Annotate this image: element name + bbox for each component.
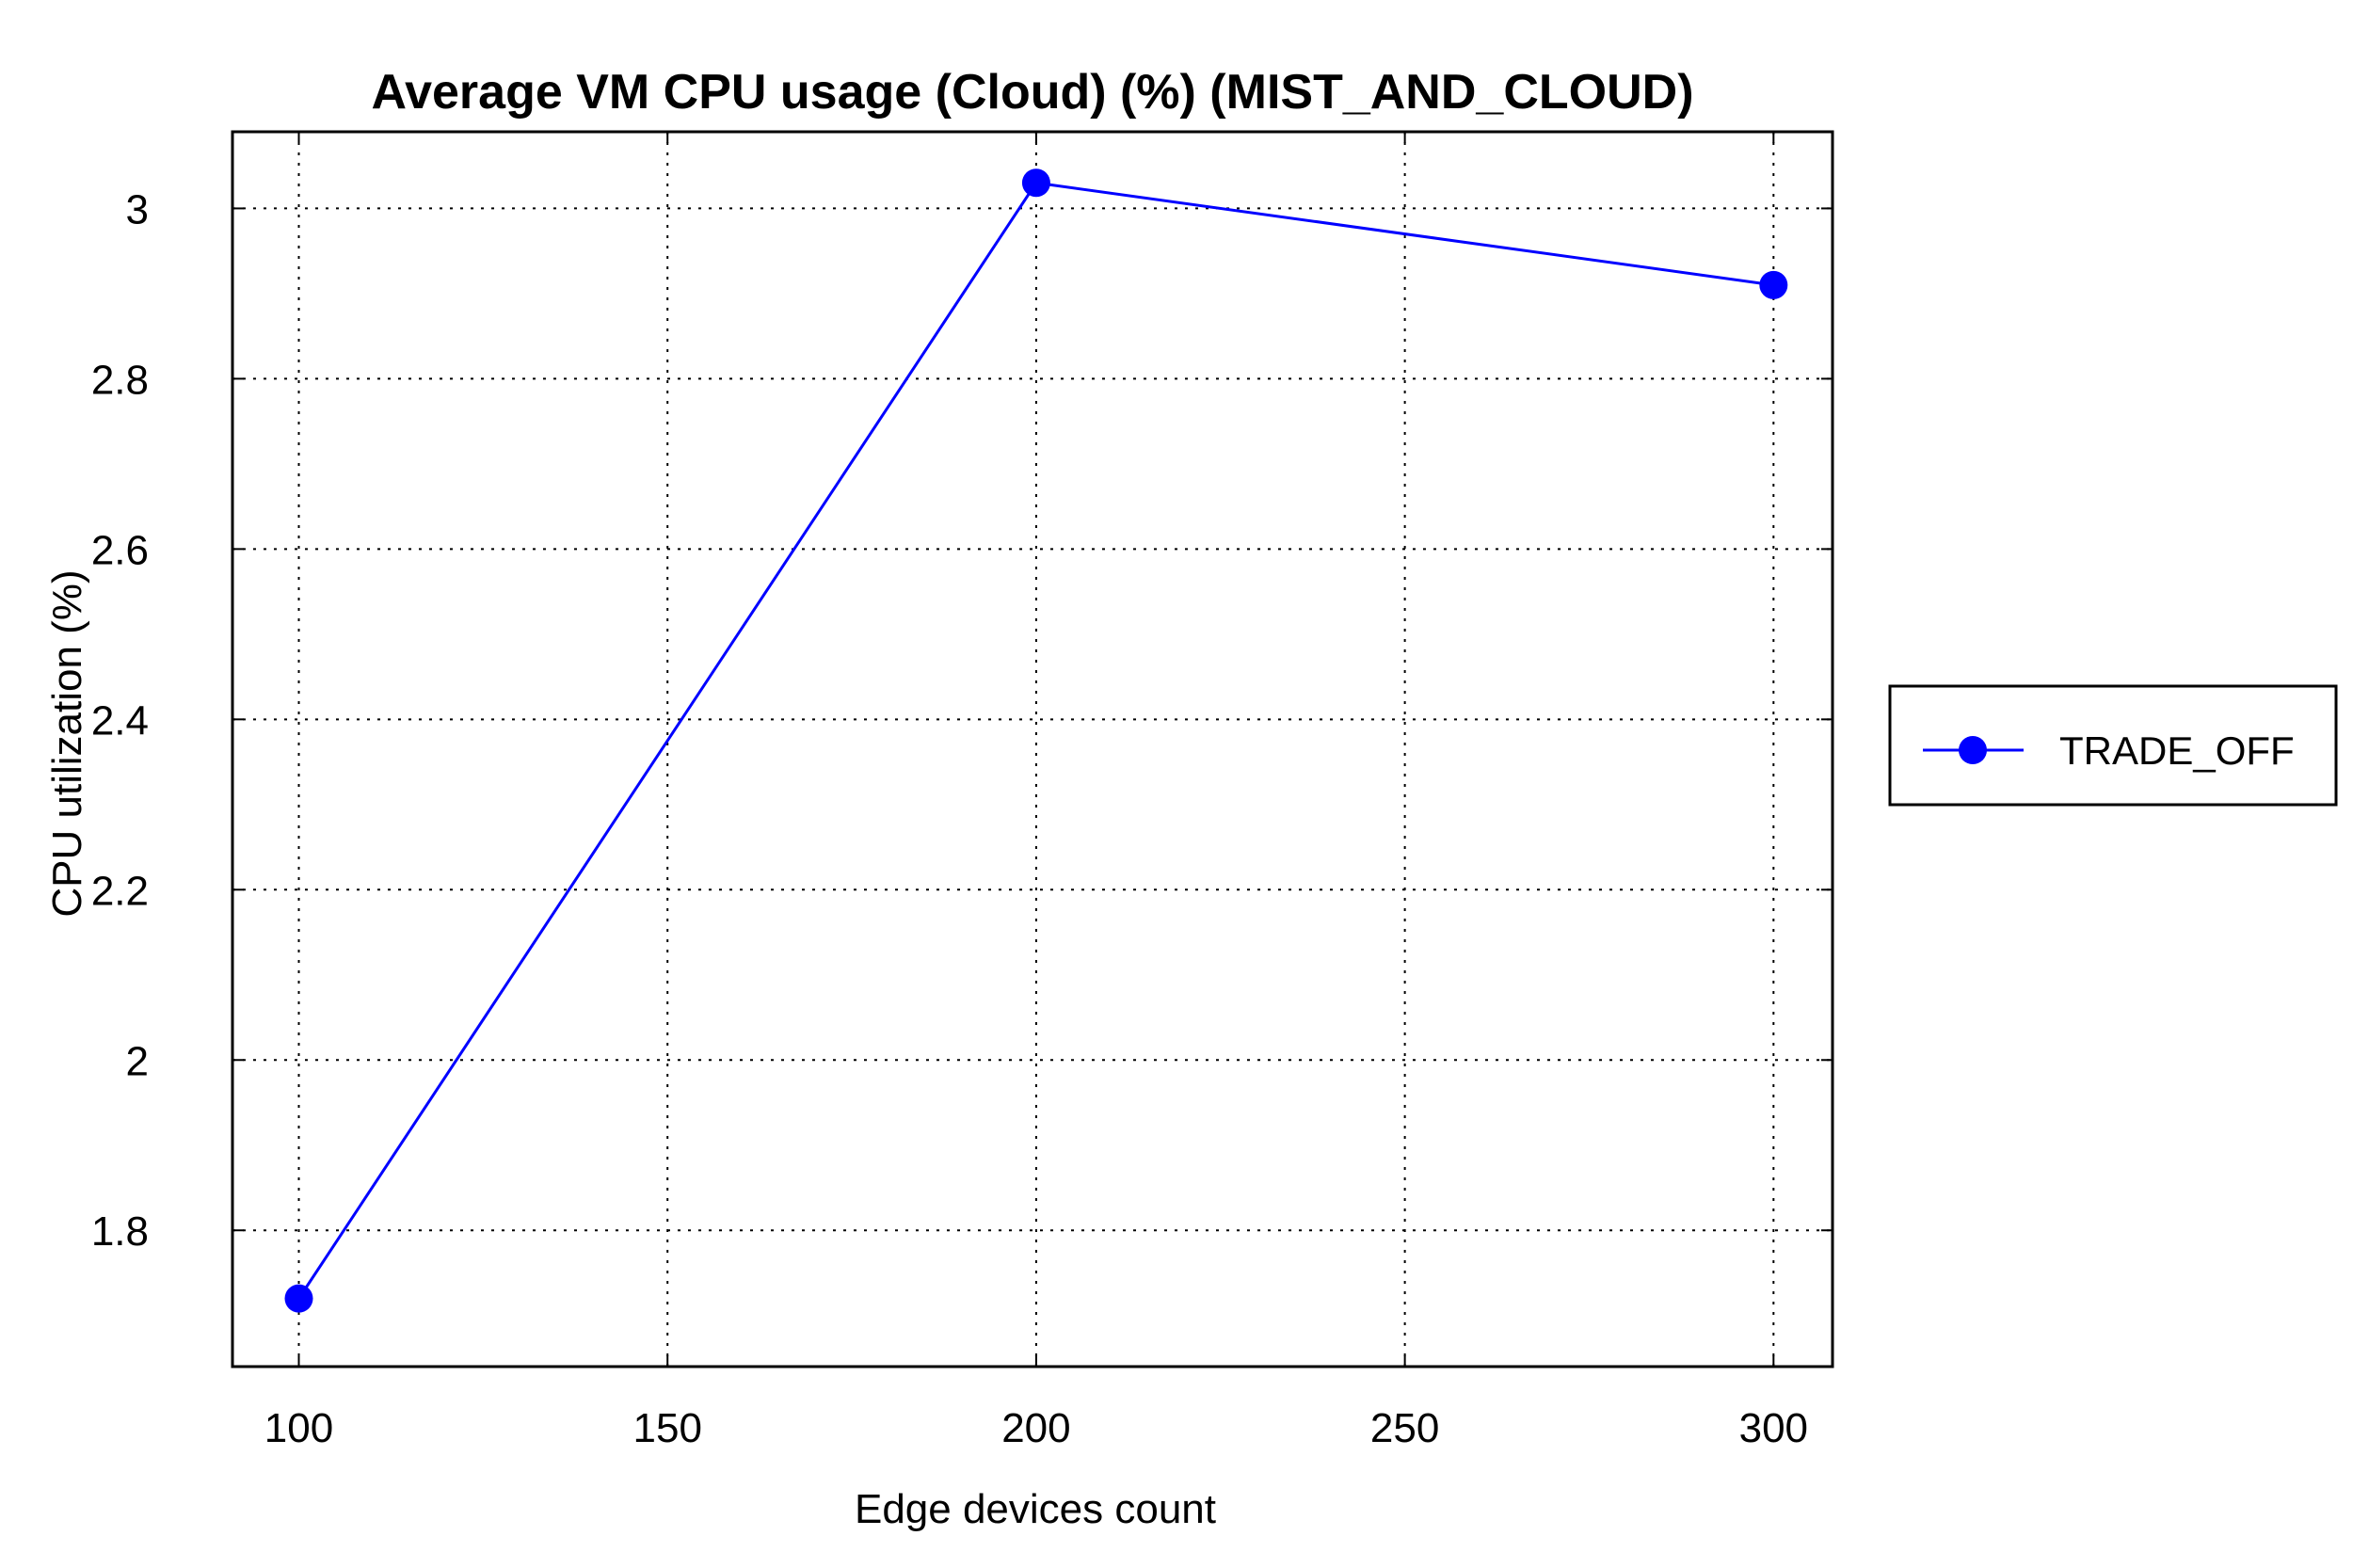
x-tick-label: 300 <box>1739 1405 1808 1451</box>
y-tick-label: 2.8 <box>91 357 149 403</box>
legend-marker <box>1959 736 1987 764</box>
x-axis-label: Edge devices count <box>855 1486 1216 1532</box>
y-tick-label: 1.8 <box>91 1208 149 1255</box>
grid <box>232 132 1833 1367</box>
chart-title: Average VM CPU usage (Cloud) (%) (MIST_A… <box>371 65 1693 120</box>
legend-label: TRADE_OFF <box>2059 728 2295 773</box>
y-tick-label: 2.4 <box>91 697 149 744</box>
legend: TRADE_OFF <box>1888 684 2338 807</box>
data-point <box>1759 270 1788 299</box>
y-tick-label: 2 <box>126 1038 149 1084</box>
x-tick-label: 100 <box>264 1405 333 1451</box>
x-tick-label: 150 <box>633 1405 702 1451</box>
x-tick-label: 250 <box>1370 1405 1439 1451</box>
y-tick-label: 3 <box>126 186 149 232</box>
series-layer <box>284 168 1788 1313</box>
data-point <box>1021 168 1050 198</box>
x-tick-label: 200 <box>1001 1405 1070 1451</box>
y-tick-label: 2.6 <box>91 527 149 573</box>
y-tick-label: 2.2 <box>91 868 149 914</box>
axis-ticks: 100 150 200 250 300 1.8 2 2.2 2.4 2.6 2.8 3 <box>91 132 1833 1451</box>
data-point <box>284 1284 313 1313</box>
plot-frame <box>231 130 1834 1368</box>
y-axis-label: CPU utilization (%) <box>44 569 90 917</box>
